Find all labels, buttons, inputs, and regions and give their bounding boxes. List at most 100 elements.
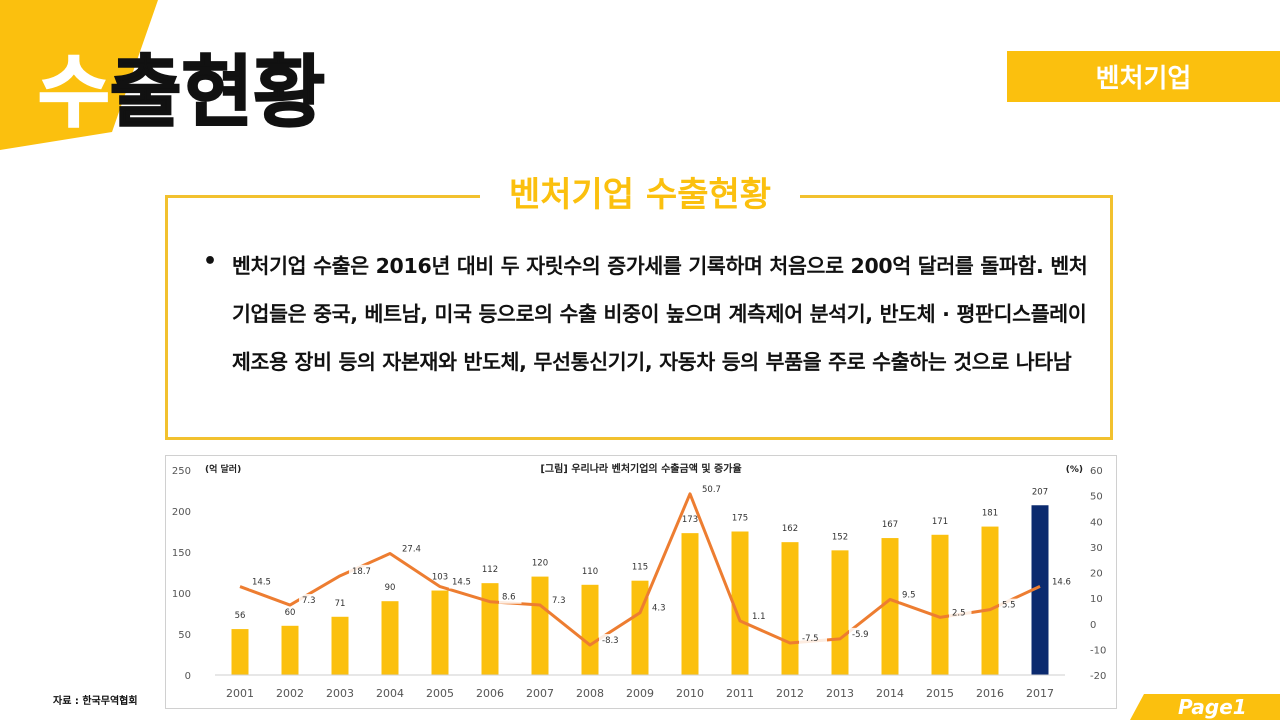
line-label-bg [749, 609, 772, 623]
bar-value-label: 120 [532, 559, 548, 569]
bar-value-label: 152 [832, 532, 848, 542]
line-label-bg [849, 627, 877, 641]
bar [381, 601, 399, 675]
line-value-label: 18.7 [352, 567, 371, 577]
x-tick-label: 2007 [526, 687, 554, 700]
left-tick-label: 50 [178, 630, 191, 641]
line-value-label: 14.5 [252, 578, 271, 588]
category-badge: 벤처기업 [1007, 51, 1280, 102]
line-value-label: 2.5 [952, 608, 966, 618]
x-tick-label: 2016 [976, 687, 1004, 700]
line-label-bg [799, 631, 827, 645]
line-value-label: 50.7 [702, 485, 721, 495]
source-note: 자료 : 한국무역협회 [53, 696, 138, 707]
bar-value-label: 181 [982, 509, 998, 519]
line-value-label: 4.3 [652, 604, 666, 614]
bar-value-label: 115 [632, 563, 648, 573]
page-number: Page1 [1178, 695, 1247, 719]
bar [881, 538, 899, 675]
bullet-icon: • [203, 249, 218, 274]
line-value-label: 14.6 [1052, 577, 1071, 587]
x-tick-label: 2002 [276, 687, 304, 700]
line-value-label: -5.9 [852, 630, 869, 640]
line-label-bg [599, 634, 627, 648]
bar-value-label: 207 [1032, 487, 1048, 497]
left-tick-label: 150 [172, 548, 191, 559]
bar [1031, 505, 1049, 675]
line-label-bg [499, 590, 522, 604]
line-label-bg [449, 575, 477, 589]
bar [731, 531, 749, 675]
bar-value-label: 167 [882, 520, 898, 530]
page-tab-shape [1130, 694, 1280, 720]
right-tick-label: 10 [1090, 594, 1103, 605]
bar [281, 625, 299, 675]
bar-value-label: 60 [285, 608, 296, 618]
bar [331, 616, 349, 675]
bar [981, 526, 999, 675]
line-value-label: -8.3 [602, 636, 619, 646]
growth-rate-line [239, 492, 1041, 647]
left-tick-label: 200 [172, 507, 191, 518]
x-tick-label: 2015 [926, 687, 954, 700]
page-title: 수출현황 [37, 30, 326, 140]
line-label-bg [349, 564, 377, 578]
x-tick-label: 2011 [726, 687, 754, 700]
page-title-first-char: 수 [37, 47, 111, 139]
x-tick-label: 2008 [576, 687, 604, 700]
bar [431, 590, 449, 675]
bar-value-label: 90 [385, 583, 396, 593]
left-tick-label: 250 [172, 466, 191, 477]
x-tick-label: 2001 [226, 687, 254, 700]
right-tick-label: 20 [1090, 569, 1103, 580]
bar [831, 550, 849, 675]
page-title-rest: 출현황 [109, 47, 326, 139]
x-tick-label: 2012 [776, 687, 804, 700]
right-tick-label: -10 [1090, 645, 1106, 656]
line-label-bg [399, 542, 427, 556]
left-axis-unit: (억 달러) [205, 463, 241, 475]
x-tick-label: 2004 [376, 687, 404, 700]
line-label-bg [899, 588, 922, 602]
right-tick-label: -20 [1090, 671, 1106, 682]
bar [231, 629, 249, 675]
bar [681, 533, 699, 675]
line-label-bg [1049, 575, 1077, 589]
summary-box-title: 벤처기업 수출현황 [480, 170, 800, 220]
line-value-label: 1.1 [752, 612, 766, 622]
bar-value-label: 103 [432, 573, 448, 583]
x-tick-label: 2014 [876, 687, 904, 700]
summary-text: 벤처기업 수출은 2016년 대비 두 자릿수의 증가세를 기록하며 처음으로 … [232, 254, 1088, 374]
right-tick-label: 40 [1090, 517, 1103, 528]
bar-value-label: 110 [582, 567, 598, 577]
bar-value-label: 171 [932, 517, 948, 527]
line-value-label: 7.3 [552, 596, 566, 606]
bar [781, 542, 799, 675]
line-value-label: -7.5 [802, 634, 819, 644]
line-value-label: 7.3 [302, 596, 316, 606]
bar [531, 576, 549, 675]
x-tick-label: 2006 [476, 687, 504, 700]
line-value-label: 14.5 [452, 578, 471, 588]
line-label-bg [999, 598, 1022, 612]
x-tick-label: 2017 [1026, 687, 1054, 700]
right-tick-label: 30 [1090, 543, 1103, 554]
bar-value-label: 173 [682, 515, 698, 525]
bar [581, 584, 599, 675]
right-tick-label: 50 [1090, 492, 1103, 503]
line-label-bg [699, 482, 727, 496]
line-label-bg [649, 601, 672, 615]
bar [931, 534, 949, 675]
export-chart: [그림] 우리나라 벤처기업의 수출금액 및 증가율 (억 달러) (%) 0 50 10… [172, 462, 1106, 700]
x-tick-label: 2010 [676, 687, 704, 700]
x-tick-label: 2005 [426, 687, 454, 700]
right-tick-label: 0 [1090, 620, 1096, 631]
bar-value-label: 71 [335, 599, 346, 609]
line-label-bg [249, 575, 277, 589]
bar-value-label: 162 [782, 524, 798, 534]
chart-title: [그림] 우리나라 벤처기업의 수출금액 및 증가율 [540, 462, 741, 475]
x-tick-label: 2009 [626, 687, 654, 700]
x-tick-label: 2003 [326, 687, 354, 700]
right-axis-unit: (%) [1066, 465, 1083, 475]
bar [481, 583, 499, 675]
